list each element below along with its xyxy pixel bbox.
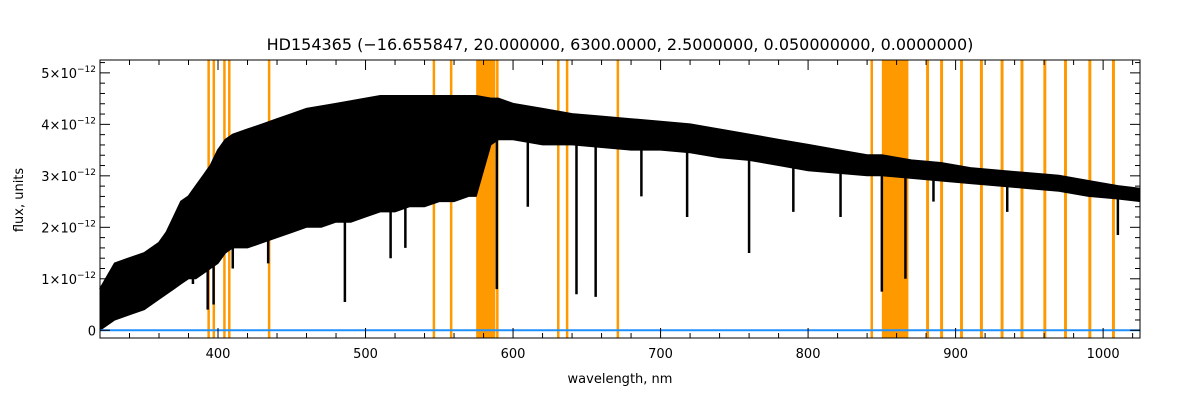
- spectrum-line: [99, 95, 1141, 290]
- mask-region: [926, 60, 930, 338]
- mask-region: [1020, 60, 1024, 338]
- chart-title: HD154365 (−16.655847, 20.000000, 6300.00…: [267, 35, 974, 54]
- y-tick-label: 2×10−12: [41, 219, 96, 236]
- x-tick-label: 900: [943, 347, 968, 362]
- mask-region: [616, 60, 620, 338]
- mask-region: [1000, 60, 1004, 338]
- spectrum-envelope: [99, 95, 1141, 332]
- x-axis: 400 500 600 700 800 900 1000: [129, 60, 1134, 362]
- y-tick-label: 0: [88, 324, 96, 339]
- mask-region: [1088, 60, 1092, 338]
- plot-series: [99, 95, 1141, 332]
- y-tick-label: 4×10−12: [41, 116, 96, 133]
- x-tick-label: 1000: [1087, 347, 1120, 362]
- y-tick-label: 3×10−12: [41, 168, 96, 185]
- mask-region: [870, 60, 873, 338]
- mask-region: [1043, 60, 1047, 338]
- mask-region: [940, 60, 944, 338]
- x-axis-label: wavelength, nm: [568, 372, 673, 387]
- x-tick-label: 800: [796, 347, 821, 362]
- x-tick-label: 600: [501, 347, 526, 362]
- x-tick-label: 700: [648, 347, 673, 362]
- y-axis-label: flux, units: [12, 168, 27, 233]
- plot-frame: [99, 59, 1141, 339]
- y-tick-label: 1×10−12: [41, 271, 96, 288]
- y-tick-label: 5×10−12: [41, 65, 96, 82]
- mask-region: [960, 60, 963, 338]
- x-tick-label: 400: [206, 347, 231, 362]
- mask-region: [565, 60, 569, 338]
- mask-region: [881, 60, 909, 338]
- mask-region: [979, 60, 983, 338]
- mask-region: [1064, 60, 1067, 338]
- mask-region: [557, 60, 560, 338]
- x-tick-label: 500: [353, 347, 378, 362]
